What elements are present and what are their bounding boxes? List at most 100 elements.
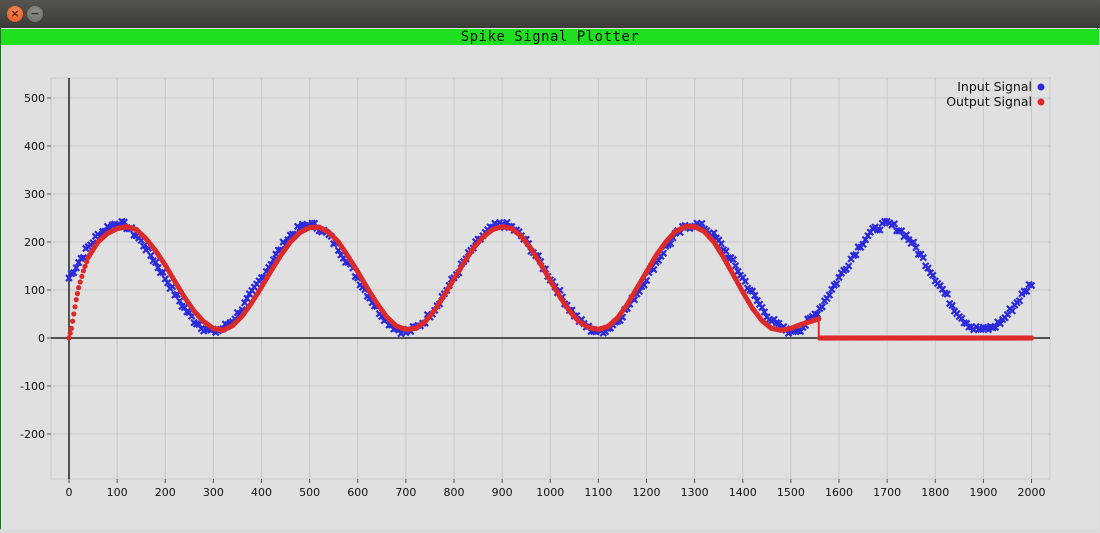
input-point-stroke: [618, 313, 627, 321]
input-point: [924, 264, 932, 272]
input-point: [748, 287, 757, 295]
input-point-stroke: [238, 306, 247, 314]
input-point-stroke: [183, 308, 191, 316]
input-point: [902, 231, 911, 239]
input-point-stroke: [640, 281, 648, 289]
input-point: [832, 279, 841, 288]
input-point: [65, 274, 73, 282]
input-point: [758, 303, 766, 312]
input-point-stroke: [118, 217, 126, 226]
input-point-stroke: [147, 251, 155, 260]
input-point: [1008, 307, 1017, 315]
input-point: [919, 253, 927, 262]
input-point: [760, 308, 769, 316]
minimize-icon[interactable]: −: [27, 6, 43, 22]
input-point-stroke: [267, 260, 275, 269]
input-point-stroke: [775, 319, 783, 328]
x-tick-label: 1400: [729, 486, 757, 499]
input-point-stroke: [861, 235, 870, 244]
input-point: [1022, 287, 1031, 296]
x-tick-label: 300: [203, 486, 224, 499]
input-point: [974, 325, 983, 334]
y-tick-label: 0: [38, 332, 45, 345]
input-point: [159, 268, 167, 277]
input-point: [195, 320, 203, 329]
output-point: [66, 335, 72, 341]
x-tick-label: 800: [444, 486, 465, 499]
input-point: [895, 227, 903, 235]
input-point-stroke: [161, 275, 170, 283]
input-point: [818, 303, 826, 311]
input-point-stroke: [895, 227, 903, 235]
input-point-stroke: [828, 285, 836, 294]
input-point-stroke: [289, 230, 297, 238]
input-point-stroke: [269, 255, 278, 264]
input-point-stroke: [760, 308, 769, 316]
y-tick-label: -200: [20, 428, 45, 441]
legend-marker: [1037, 83, 1045, 91]
input-point: [731, 261, 740, 270]
x-tick-label: 0: [66, 486, 73, 499]
input-point: [912, 243, 920, 252]
input-point: [741, 277, 749, 286]
input-point-stroke: [130, 231, 138, 239]
input-point-stroke: [859, 240, 867, 249]
input-point-stroke: [221, 320, 230, 328]
input-point-stroke: [243, 294, 251, 303]
input-point-stroke: [852, 251, 860, 259]
output-point: [80, 268, 87, 274]
input-point-stroke: [938, 285, 947, 294]
input-point-stroke: [960, 319, 968, 327]
input-point-stroke: [630, 295, 639, 304]
output-point: [71, 311, 77, 317]
x-tick-label: 600: [347, 486, 368, 499]
input-point: [861, 235, 870, 244]
input-point-stroke: [734, 267, 742, 276]
input-point-stroke: [666, 239, 675, 248]
input-point: [722, 247, 730, 256]
input-point-stroke: [262, 267, 271, 276]
input-point-stroke: [741, 277, 749, 286]
input-point-stroke: [79, 253, 88, 262]
x-tick-label: 2000: [1018, 486, 1046, 499]
input-point: [876, 226, 884, 234]
input-point-stroke: [897, 227, 906, 235]
x-tick-label: 500: [299, 486, 320, 499]
input-point-stroke: [919, 253, 927, 262]
input-point-stroke: [120, 218, 129, 226]
input-point-stroke: [1022, 287, 1031, 296]
x-tick-label: 200: [155, 486, 176, 499]
input-point-stroke: [89, 238, 97, 247]
input-point-stroke: [751, 291, 759, 300]
input-point-stroke: [996, 319, 1004, 328]
input-point-stroke: [649, 265, 658, 274]
x-tick-label: 900: [492, 486, 513, 499]
input-point-stroke: [180, 303, 189, 312]
tick-labels: 0 100 200 300 400 500 600 700 800 900 1000 1100 1200…: [20, 92, 1045, 499]
input-point: [243, 294, 251, 303]
input-point: [948, 301, 956, 310]
input-point-stroke: [654, 256, 663, 265]
input-point-stroke: [890, 220, 899, 228]
input-point: [1015, 296, 1024, 305]
input-point: [70, 268, 78, 277]
input-point-stroke: [844, 262, 853, 270]
input-point: [825, 291, 834, 299]
input-point-stroke: [1027, 281, 1036, 290]
x-tick-label: 100: [107, 486, 128, 499]
y-tick-label: 200: [24, 236, 45, 249]
output-point: [76, 285, 82, 291]
x-tick-label: 1800: [921, 486, 949, 499]
input-point-stroke: [72, 264, 80, 272]
input-point-stroke: [195, 320, 203, 329]
input-point-stroke: [659, 249, 668, 258]
input-point-stroke: [163, 279, 172, 287]
close-icon[interactable]: ×: [7, 6, 23, 22]
input-point-stroke: [902, 231, 911, 239]
input-point-stroke: [729, 255, 737, 264]
input-point-stroke: [635, 287, 644, 296]
input-point-stroke: [909, 238, 918, 246]
window-titlebar: × −: [0, 0, 1100, 28]
output-point: [77, 279, 83, 285]
input-point-stroke: [758, 303, 766, 312]
